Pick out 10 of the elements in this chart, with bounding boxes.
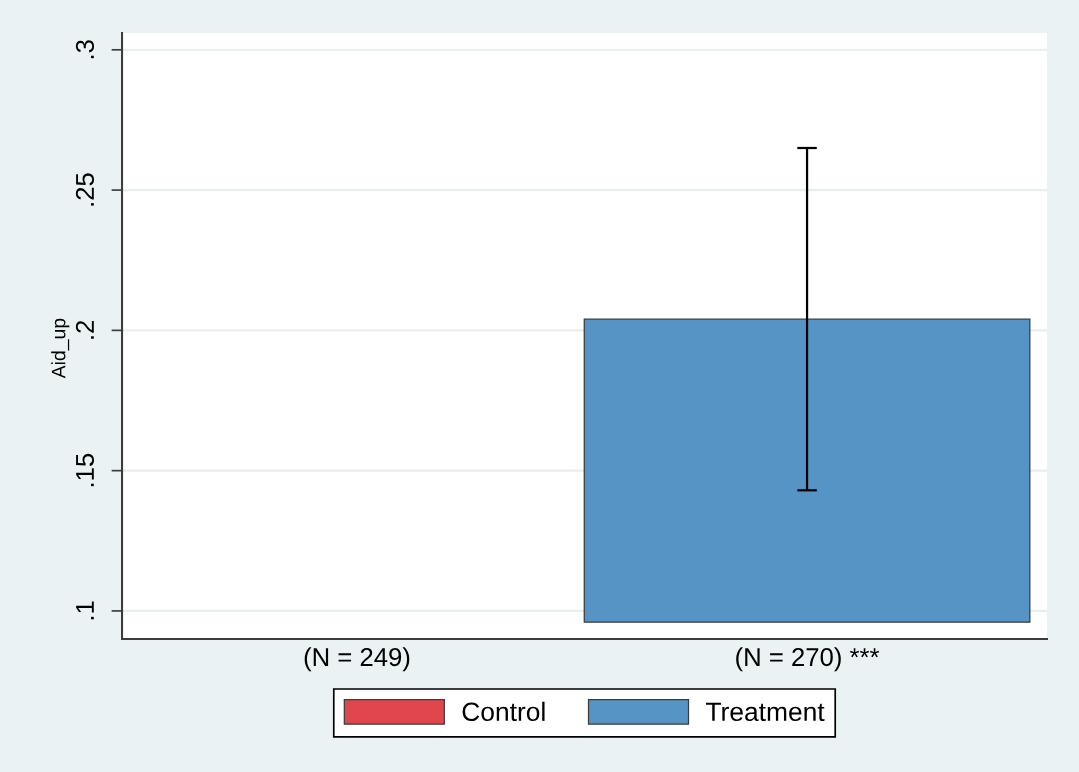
y-tick-label: .2	[75, 320, 94, 339]
y-tick-label: .15	[76, 453, 95, 487]
legend-label: Control	[462, 701, 545, 722]
legend-label: Treatment	[706, 702, 825, 722]
x-tick-label: (N = 249)	[304, 647, 410, 672]
y-tick-label: .1	[76, 601, 94, 620]
x-tick-label: (N = 270) ***	[736, 647, 880, 672]
y-tick-label: .25	[75, 173, 95, 206]
y-axis-title: Aid_up	[51, 318, 70, 379]
y-tick-label: .3	[75, 40, 95, 59]
